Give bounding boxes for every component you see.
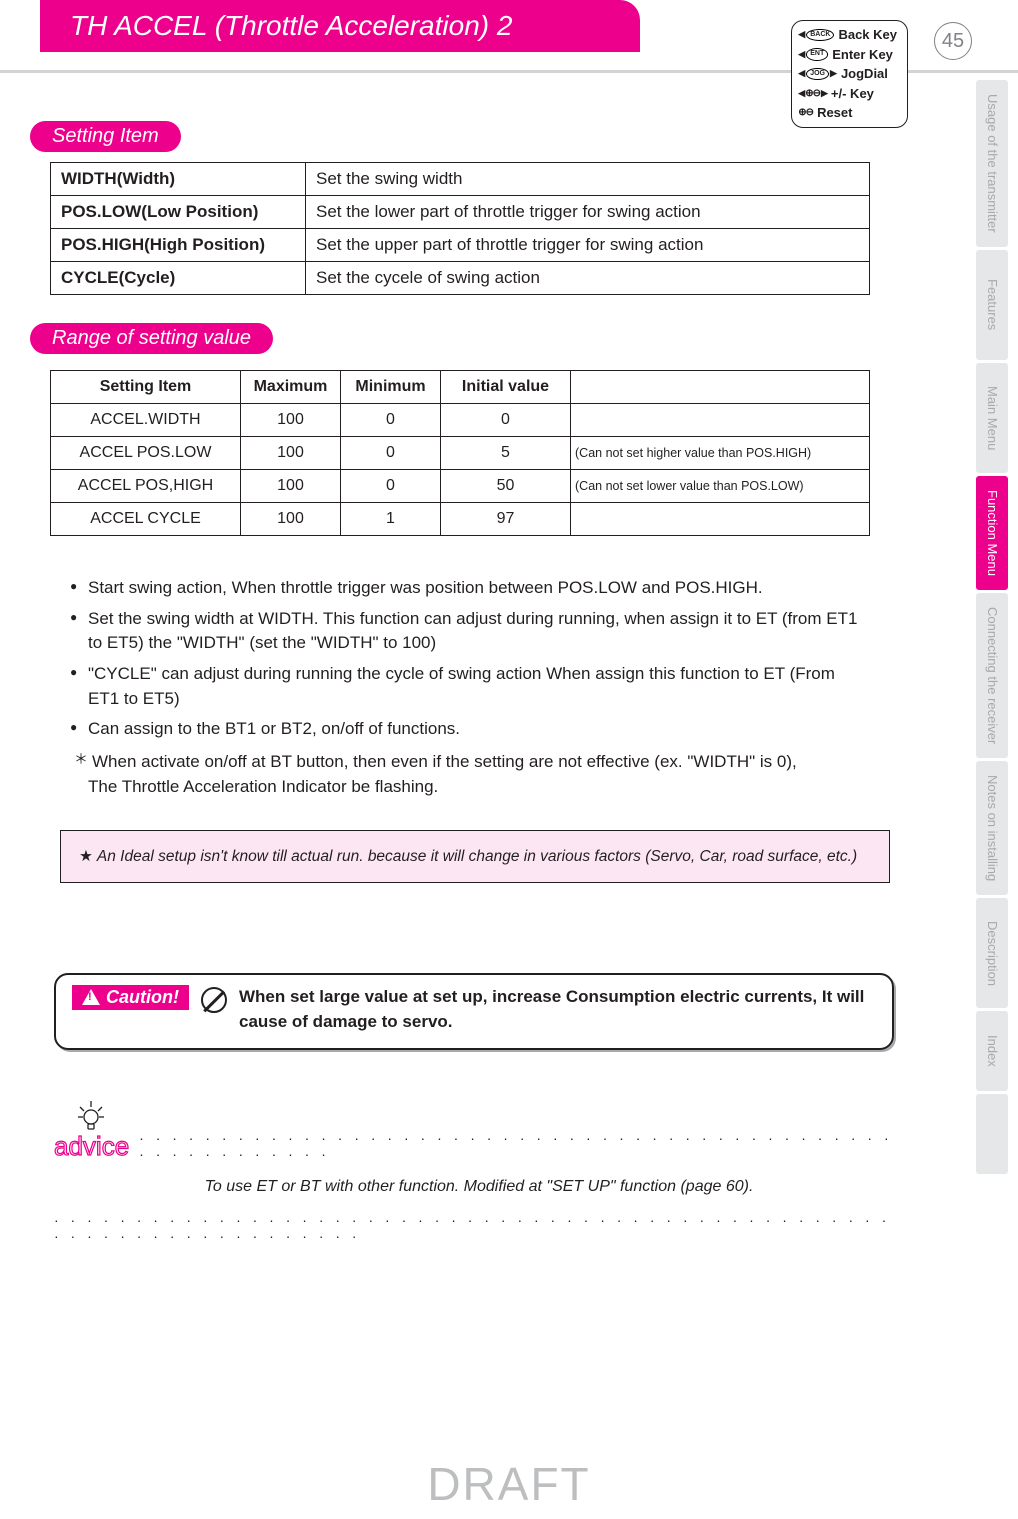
legend-reset: ⊕⊖Reset [798, 103, 897, 123]
main-content: Setting Item WIDTH(Width)Set the swing w… [0, 73, 900, 1244]
bullet-item: Start swing action, When throttle trigge… [70, 576, 870, 601]
side-tabs: Usage of the transmitter Features Main M… [976, 80, 1008, 1177]
tab-function-menu[interactable]: Function Menu [976, 476, 1008, 590]
caution-box: Caution! When set large value at set up,… [54, 973, 894, 1050]
legend-enter: ENTEnter Key [798, 45, 897, 65]
prohibit-icon [201, 987, 227, 1013]
lightbulb-icon [76, 1099, 106, 1133]
table-row: CYCLE(Cycle)Set the cycele of swing acti… [51, 262, 870, 295]
table-row: ACCEL POS,HIGH 100 0 50 (Can not set low… [51, 470, 870, 503]
tab-notes[interactable]: Notes on installing [976, 761, 1008, 895]
tab-features[interactable]: Features [976, 250, 1008, 360]
table-row: WIDTH(Width)Set the swing width [51, 163, 870, 196]
star-note: When activate on/off at BT button, then … [78, 748, 870, 775]
bullet-item: Can assign to the BT1 or BT2, on/off of … [70, 717, 870, 742]
tab-main-menu[interactable]: Main Menu [976, 363, 1008, 473]
dots-separator: · · · · · · · · · · · · · · · · · · · · … [139, 1130, 904, 1162]
bullet-list: Start swing action, When throttle trigge… [70, 576, 870, 800]
table-row: ACCEL CYCLE 100 1 97 [51, 503, 870, 536]
section-range: Range of setting value [30, 323, 273, 354]
key-legend-box: BACKBack Key ENTEnter Key JOGJogDial ⊕⊖+… [791, 20, 908, 128]
ideal-setup-note: An Ideal setup isn't know till actual ru… [60, 830, 890, 883]
range-table: Setting Item Maximum Minimum Initial val… [50, 370, 870, 536]
ideal-text: An Ideal setup isn't know till actual ru… [79, 848, 857, 865]
tab-connecting[interactable]: Connecting the receiver [976, 593, 1008, 758]
advice-text: To use ET or BT with other function. Mod… [54, 1178, 904, 1196]
table-row: POS.LOW(Low Position)Set the lower part … [51, 196, 870, 229]
table-header-row: Setting Item Maximum Minimum Initial val… [51, 371, 870, 404]
caution-badge: Caution! [72, 985, 189, 1010]
page-title-banner: TH ACCEL (Throttle Acceleration) 2 [40, 0, 640, 52]
tab-index[interactable]: Index [976, 1011, 1008, 1091]
table-row: ACCEL.WIDTH 100 0 0 [51, 404, 870, 437]
tab-usage[interactable]: Usage of the transmitter [976, 80, 1008, 247]
dots-separator: · · · · · · · · · · · · · · · · · · · · … [54, 1212, 904, 1244]
page-number: 45 [934, 22, 972, 60]
tab-blank [976, 1094, 1008, 1174]
settings-table: WIDTH(Width)Set the swing width POS.LOW(… [50, 162, 870, 295]
bullet-item: "CYCLE" can adjust during running the cy… [70, 662, 870, 711]
advice-label: advice [54, 1131, 129, 1162]
legend-back: BACKBack Key [798, 25, 897, 45]
tab-description[interactable]: Description [976, 898, 1008, 1008]
page-title: TH ACCEL (Throttle Acceleration) 2 [70, 10, 512, 41]
legend-plusminus: ⊕⊖+/- Key [798, 84, 897, 104]
legend-jog: JOGJogDial [798, 64, 897, 84]
table-row: ACCEL POS.LOW 100 0 5 (Can not set highe… [51, 437, 870, 470]
star-note-cont: The Throttle Acceleration Indicator be f… [88, 775, 870, 800]
table-row: POS.HIGH(High Position)Set the upper par… [51, 229, 870, 262]
section-setting-item: Setting Item [30, 121, 181, 152]
caution-text: When set large value at set up, increase… [239, 985, 876, 1034]
warning-icon [82, 989, 100, 1005]
advice-block: advice · · · · · · · · · · · · · · · · ·… [54, 1130, 904, 1244]
draft-watermark: DRAFT [427, 1457, 590, 1511]
bullet-item: Set the swing width at WIDTH. This funct… [70, 607, 870, 656]
